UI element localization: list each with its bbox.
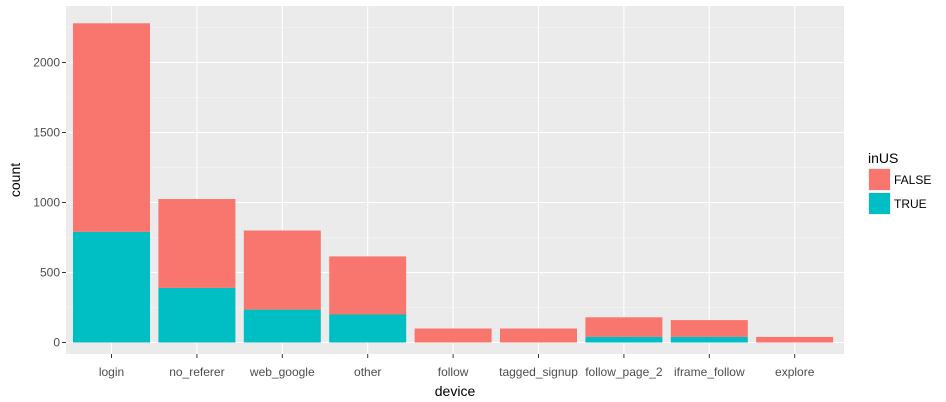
y-tick-label: 500 — [40, 266, 60, 280]
bar-false-login — [73, 23, 150, 232]
x-axis-title: device — [435, 383, 476, 399]
y-tick-label: 1500 — [33, 126, 60, 140]
x-tick-label: login — [99, 365, 124, 379]
legend-swatch-true — [869, 193, 890, 214]
y-tick-label: 2000 — [33, 56, 60, 70]
y-axis-title: count — [7, 163, 23, 197]
x-axis: login no_referer web_google other follow tagg… — [99, 354, 815, 379]
bar-false-iframe_follow — [670, 320, 748, 337]
bar-false-no_referer — [158, 199, 236, 288]
x-tick-label: follow — [438, 365, 469, 379]
bar-true-login — [73, 231, 150, 343]
bar-false-other — [329, 256, 407, 315]
bar-true-iframe_follow — [670, 336, 748, 343]
legend-title: inUS — [868, 150, 898, 166]
bar-false-tagged_signup — [500, 328, 577, 343]
y-axis: 0 500 1000 1500 2000 — [33, 56, 66, 350]
bar-true-web_google — [243, 309, 321, 343]
x-tick-label: iframe_follow — [674, 365, 745, 379]
legend-label-true: TRUE — [894, 197, 927, 211]
bar-true-follow_page_2 — [585, 336, 663, 343]
legend-label-false: FALSE — [894, 173, 931, 187]
bar-true-no_referer — [158, 287, 236, 343]
bars — [73, 23, 834, 343]
y-tick-label: 0 — [53, 336, 60, 350]
bar-false-web_google — [243, 230, 321, 310]
x-tick-label: tagged_signup — [499, 365, 578, 379]
x-tick-label: other — [354, 365, 381, 379]
y-tick-label: 1000 — [33, 196, 60, 210]
bar-false-follow — [414, 328, 492, 343]
x-tick-label: web_google — [249, 365, 315, 379]
x-tick-label: no_referer — [169, 365, 224, 379]
legend-swatch-false — [869, 169, 890, 190]
x-tick-label: explore — [775, 365, 815, 379]
bar-true-other — [329, 314, 407, 343]
x-tick-label: follow_page_2 — [585, 365, 663, 379]
bar-false-follow_page_2 — [585, 317, 663, 337]
legend: inUS FALSE TRUE — [868, 150, 931, 215]
bar-false-explore — [756, 336, 834, 343]
